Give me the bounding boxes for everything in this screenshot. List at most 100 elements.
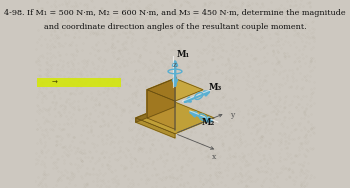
- Point: [62, 128, 67, 131]
- Point: [285, 155, 290, 158]
- Point: [66, 98, 72, 101]
- Point: [211, 126, 216, 129]
- Point: [229, 44, 235, 47]
- Point: [272, 92, 278, 95]
- Point: [171, 31, 177, 34]
- Point: [162, 104, 167, 107]
- Point: [254, 151, 260, 154]
- Point: [168, 13, 173, 16]
- Point: [217, 22, 223, 25]
- Point: [128, 185, 133, 188]
- Point: [137, 127, 143, 130]
- Point: [172, 66, 178, 69]
- Point: [96, 50, 101, 53]
- Point: [302, 155, 307, 158]
- Point: [48, 5, 54, 8]
- Point: [139, 38, 145, 41]
- Point: [195, 65, 201, 68]
- Point: [90, 31, 96, 34]
- Point: [264, 119, 270, 122]
- Point: [47, 91, 52, 94]
- Point: [151, 88, 157, 91]
- Point: [48, 69, 53, 72]
- Point: [237, 25, 242, 28]
- Point: [64, 97, 70, 100]
- Point: [247, 43, 253, 46]
- Point: [191, 146, 197, 149]
- Point: [189, 91, 195, 94]
- Point: [176, 12, 181, 15]
- Point: [307, 80, 312, 83]
- Point: [114, 92, 120, 95]
- Point: [286, 141, 291, 144]
- Point: [74, 2, 79, 5]
- Point: [124, 25, 130, 28]
- Point: [210, 53, 215, 56]
- Point: [94, 32, 100, 35]
- Point: [89, 124, 94, 127]
- Point: [222, 84, 227, 87]
- Point: [69, 52, 74, 55]
- Point: [203, 89, 209, 92]
- Point: [34, 60, 39, 63]
- Point: [131, 183, 136, 186]
- Point: [275, 101, 280, 104]
- Point: [185, 65, 191, 68]
- Point: [157, 114, 162, 118]
- Point: [161, 149, 166, 152]
- Point: [38, 83, 44, 86]
- Point: [165, 78, 170, 81]
- Point: [219, 142, 225, 145]
- Point: [174, 149, 180, 152]
- Point: [74, 43, 79, 46]
- Point: [262, 113, 268, 116]
- Point: [85, 184, 90, 187]
- Point: [169, 106, 174, 109]
- Point: [104, 133, 110, 136]
- Point: [207, 162, 212, 165]
- Point: [199, 136, 205, 139]
- Point: [80, 83, 86, 86]
- Point: [77, 72, 83, 75]
- Point: [44, 75, 50, 78]
- Point: [58, 129, 64, 132]
- Point: [260, 2, 265, 5]
- Point: [156, 81, 161, 84]
- Point: [229, 130, 235, 133]
- Point: [230, 55, 236, 58]
- Point: [97, 178, 103, 181]
- Point: [219, 49, 225, 52]
- Point: [100, 179, 106, 182]
- Point: [161, 10, 167, 13]
- Point: [180, 57, 186, 60]
- Point: [141, 169, 146, 172]
- Point: [229, 49, 234, 52]
- Point: [225, 4, 231, 7]
- Point: [61, 59, 66, 62]
- Point: [69, 105, 75, 108]
- Point: [54, 165, 60, 168]
- Point: [64, 53, 69, 56]
- Point: [158, 80, 163, 83]
- Point: [219, 143, 225, 146]
- Point: [276, 63, 282, 66]
- Point: [280, 43, 286, 46]
- Point: [118, 78, 124, 81]
- Point: [203, 18, 209, 21]
- Point: [170, 19, 175, 22]
- Point: [286, 168, 292, 171]
- Point: [136, 148, 141, 151]
- Point: [198, 82, 204, 85]
- Point: [89, 156, 95, 159]
- Point: [149, 35, 155, 38]
- Point: [182, 26, 187, 29]
- Point: [202, 2, 208, 5]
- Point: [176, 129, 181, 132]
- Point: [111, 47, 117, 50]
- Point: [217, 124, 223, 127]
- Point: [244, 159, 249, 162]
- Point: [215, 114, 220, 117]
- Point: [283, 35, 288, 38]
- Point: [135, 137, 141, 140]
- Point: [309, 31, 314, 34]
